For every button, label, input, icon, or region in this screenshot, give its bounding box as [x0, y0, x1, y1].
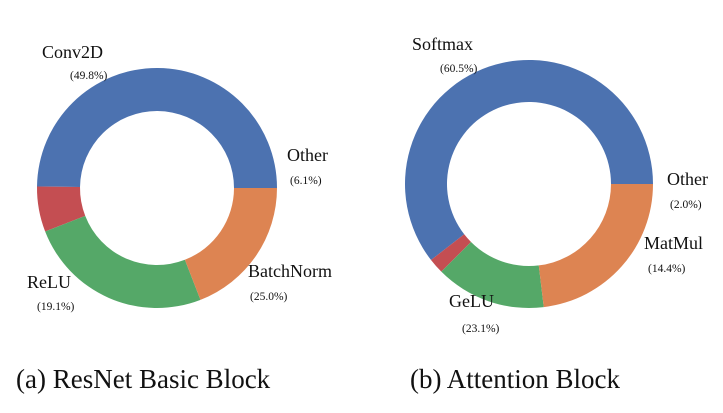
- attention-slice-softmax: [405, 60, 653, 261]
- attention-label-matmul: MatMul: [644, 233, 703, 253]
- attention-percent-other: (2.0%): [670, 199, 702, 211]
- attention-slice-matmul: [441, 241, 544, 308]
- resnet-label-conv2d: Conv2D: [42, 42, 103, 62]
- resnet-slice-batchnorm: [45, 215, 201, 308]
- attention-percent-matmul: (14.4%): [648, 263, 686, 275]
- attention-label-gelu: GeLU: [449, 291, 494, 311]
- caption-resnet: (a) ResNet Basic Block: [16, 364, 271, 394]
- attention-slice-gelu: [538, 184, 653, 308]
- attention-donut-chart: Softmax (60.5%) Other (2.0%) MatMul (14.4%) Ge…: [405, 34, 708, 335]
- resnet-label-other: Other: [287, 145, 328, 165]
- resnet-label-batchnorm: BatchNorm: [248, 261, 332, 281]
- caption-attention: (b) Attention Block: [410, 364, 620, 394]
- resnet-slice-conv2d: [37, 67, 277, 188]
- resnet-percent-relu: (19.1%): [37, 301, 75, 313]
- resnet-percent-batchnorm: (25.0%): [250, 291, 288, 303]
- resnet-donut-chart: Conv2D (49.8%) Other (6.1%) BatchNorm (25.0%)…: [27, 42, 332, 313]
- attention-percent-softmax: (60.5%): [440, 63, 478, 75]
- resnet-label-relu: ReLU: [27, 272, 71, 292]
- resnet-slice-other: [37, 186, 86, 232]
- resnet-percent-conv2d: (49.8%): [70, 70, 108, 82]
- attention-slice-other: [431, 234, 472, 272]
- attention-label-softmax: Softmax: [412, 34, 473, 54]
- resnet-slice-relu: [184, 188, 277, 300]
- attention-label-other: Other: [667, 169, 708, 189]
- attention-percent-gelu: (23.1%): [462, 323, 500, 335]
- resnet-percent-other: (6.1%): [290, 175, 322, 187]
